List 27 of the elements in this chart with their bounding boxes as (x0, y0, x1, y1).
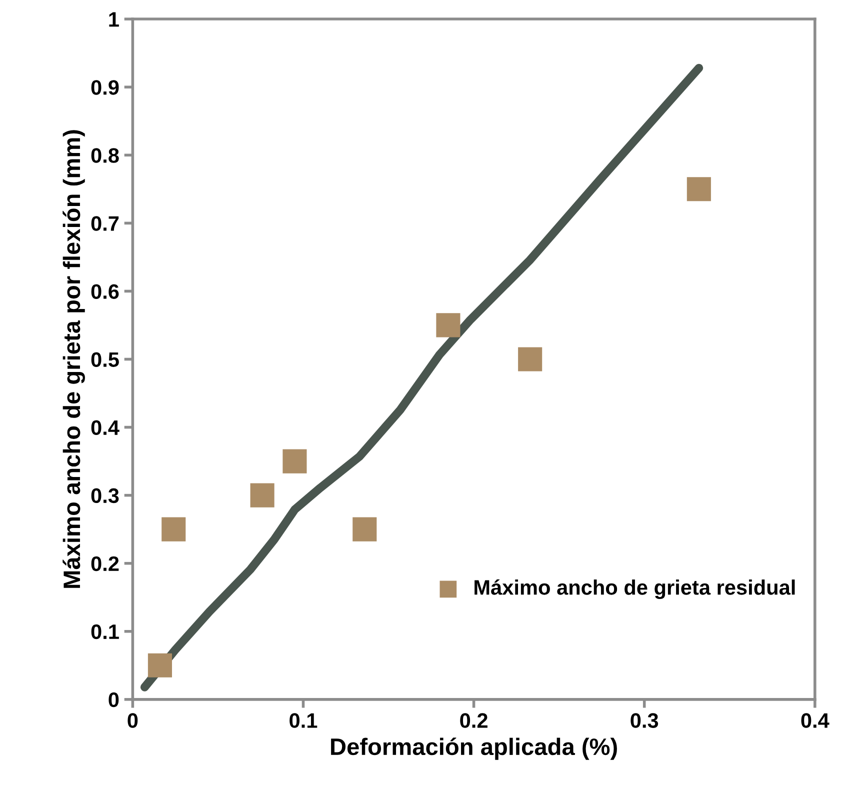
x-tick-label: 0.2 (460, 713, 488, 728)
y-tick-label: 0.1 (91, 624, 119, 640)
point (282, 449, 307, 474)
y-tick-label: 1 (109, 12, 119, 27)
y-tick-label: 0.3 (91, 488, 119, 504)
y-tick-label: 0.6 (91, 284, 119, 299)
point (250, 483, 274, 508)
y-axis-title: Máximo ancho de grieta por flexión (mm) (62, 130, 85, 588)
y-tick-label: 0.5 (91, 352, 119, 367)
y-tick-label: 0.2 (91, 556, 119, 572)
y-tick-label: 0.8 (91, 148, 119, 163)
x-tick-label: 0 (128, 713, 138, 728)
point (352, 517, 377, 542)
y-tick-label: 0.9 (91, 80, 119, 95)
y-tick-label: 0 (108, 692, 119, 708)
legend-label: Máximo ancho de grieta residual (474, 579, 795, 600)
x-tick-label: 0.1 (290, 713, 318, 728)
x-tick-label: 0.3 (630, 713, 658, 728)
y-tick-label: 0.7 (91, 216, 119, 231)
y-tick-label: 0.4 (91, 420, 120, 436)
point (686, 177, 711, 202)
point (436, 313, 460, 338)
point (518, 347, 542, 372)
point (162, 517, 186, 542)
x-tick-label: 0.4 (801, 713, 830, 728)
x-axis-title: Deformación aplicada (%) (331, 738, 617, 760)
point (148, 653, 172, 678)
